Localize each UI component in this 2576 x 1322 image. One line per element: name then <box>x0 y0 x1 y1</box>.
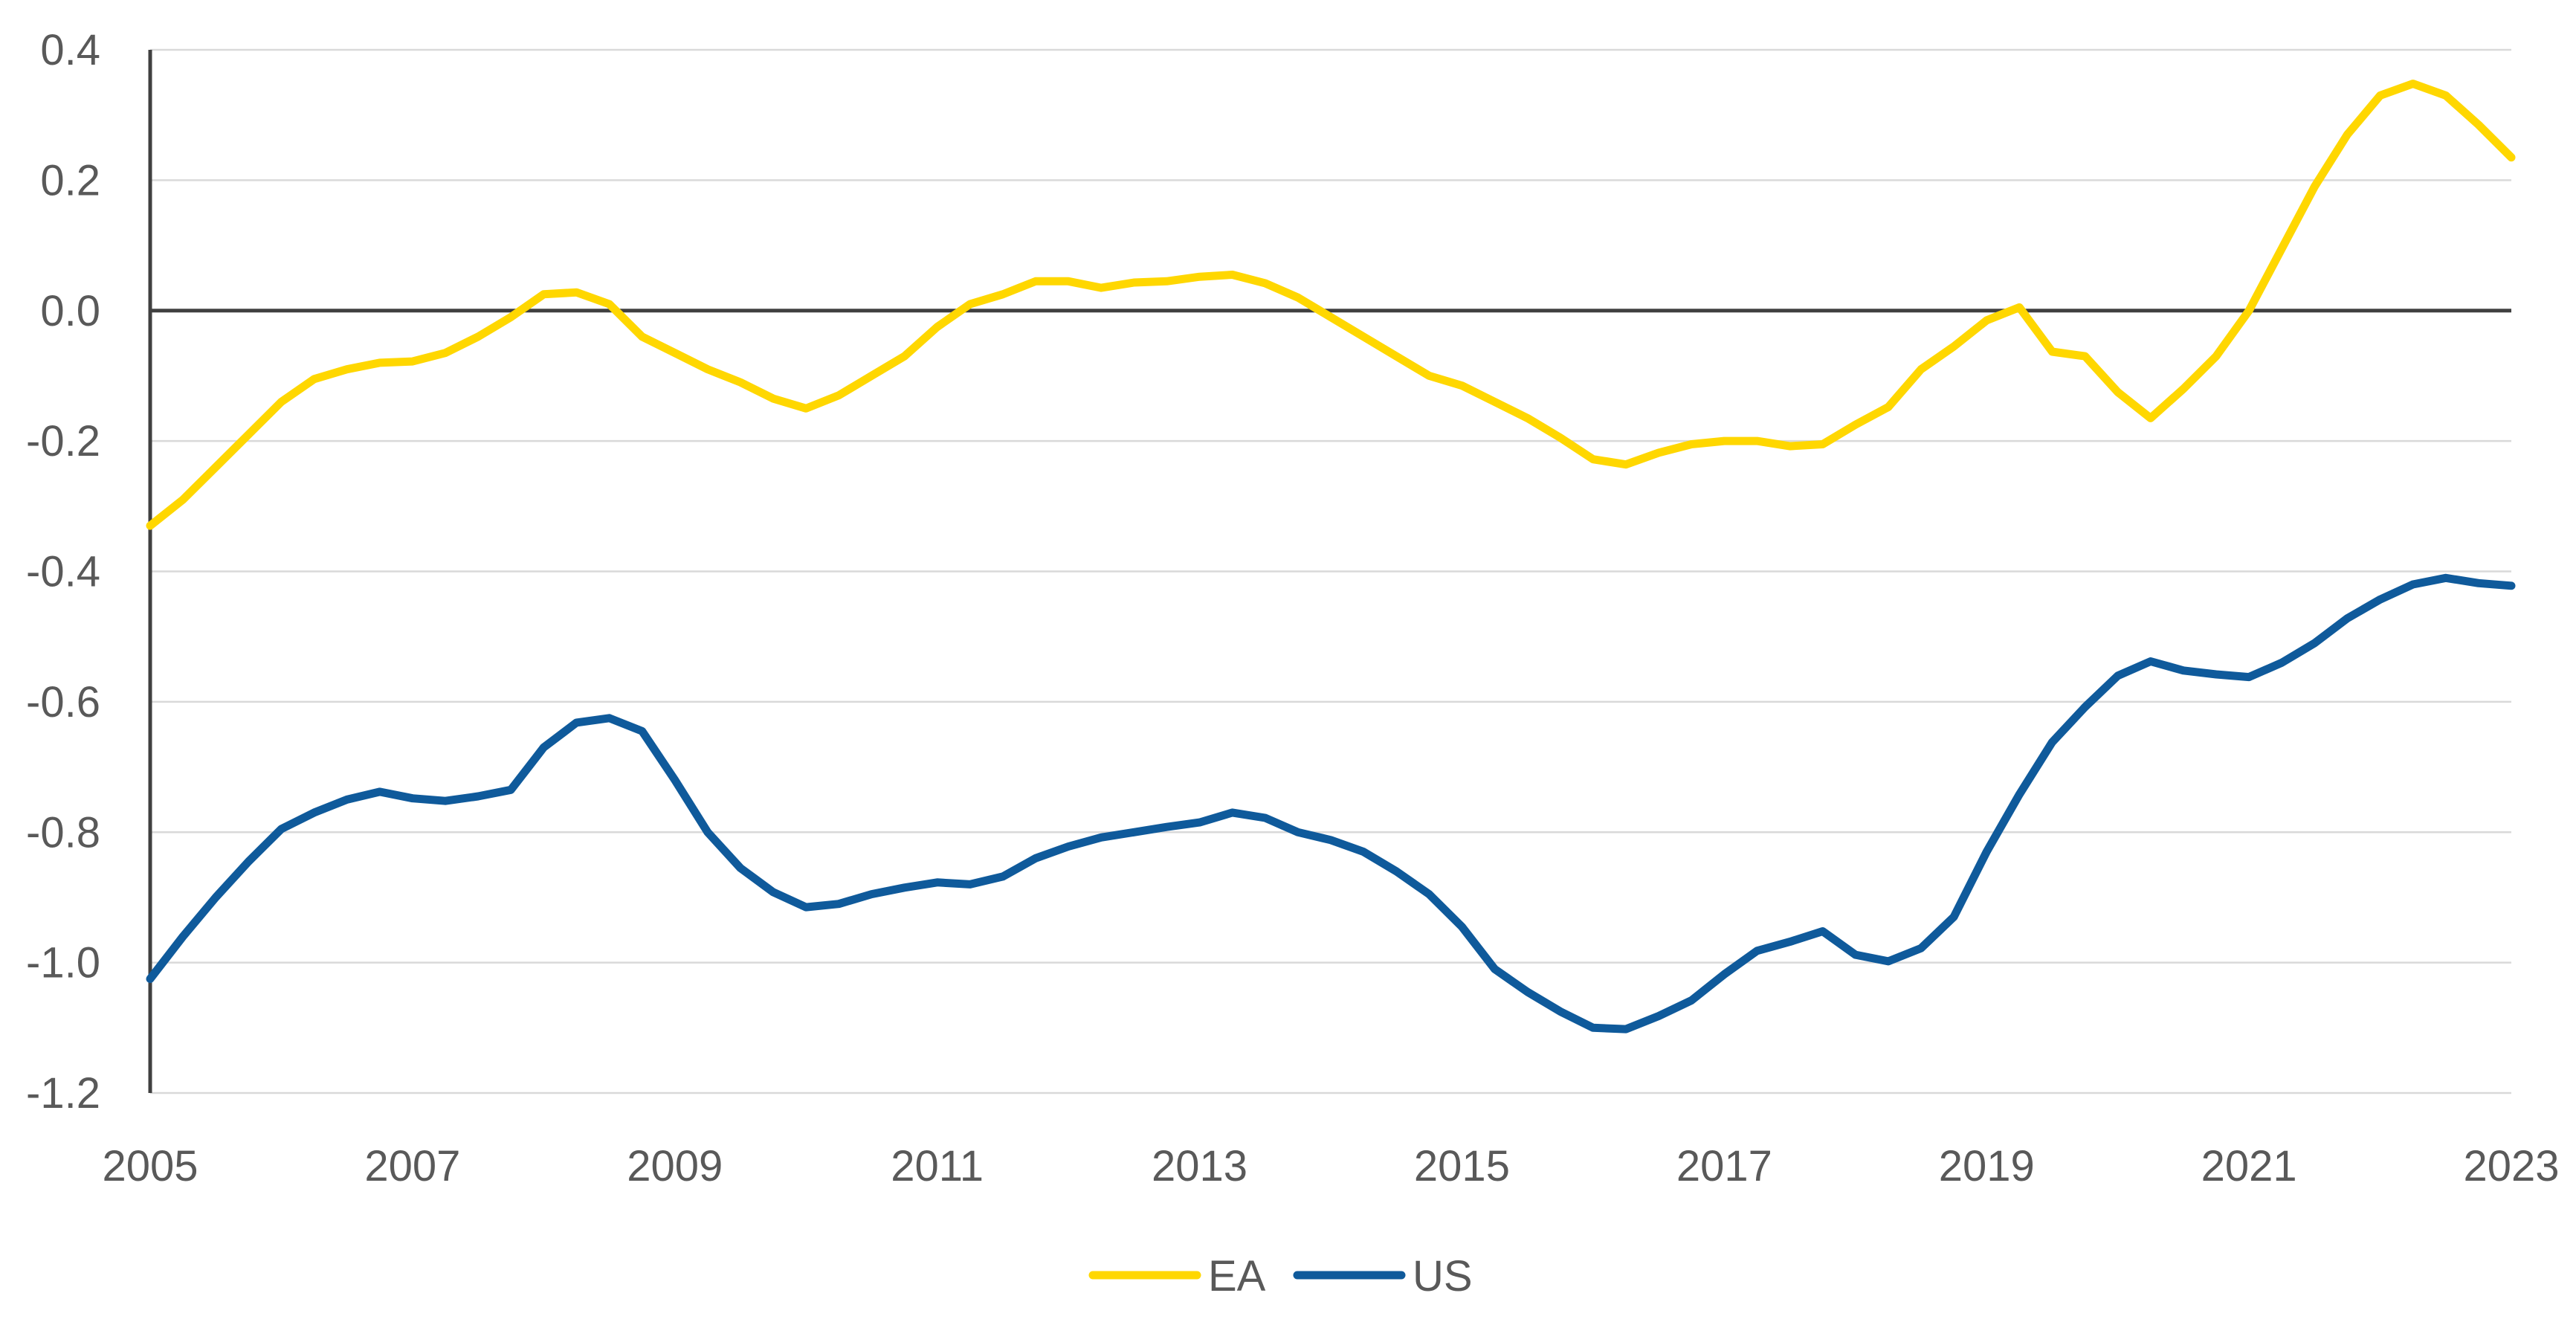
y-tick-label: -1.0 <box>26 939 100 987</box>
x-tick-label: 2007 <box>364 1142 460 1190</box>
y-tick-label: 0.2 <box>40 156 100 204</box>
series-lines <box>146 80 2516 1034</box>
x-tick-label: 2013 <box>1152 1142 1247 1190</box>
y-axis-tick-labels: 0.4 0.2 0.0 -0.2 -0.4 -0.6 -0.8 -1.0 -1.2 <box>26 26 100 1118</box>
x-axis-tick-labels: 2005 2007 2009 2011 2013 2015 2017 2019 2021 2023 <box>102 1142 2559 1190</box>
y-tick-label: -0.8 <box>26 808 100 857</box>
x-tick-label: 2023 <box>2463 1142 2559 1190</box>
legend-label-ea: EA <box>1208 1252 1266 1300</box>
x-tick-label: 2009 <box>627 1142 723 1190</box>
y-tick-label: -1.2 <box>26 1069 100 1118</box>
legend: EA US <box>1088 1252 1473 1300</box>
legend-label-us: US <box>1413 1252 1473 1300</box>
series-line-ea <box>146 80 2516 530</box>
x-tick-label: 2005 <box>102 1142 198 1190</box>
x-tick-label: 2021 <box>2201 1142 2297 1190</box>
y-tick-label: 0.4 <box>40 26 100 74</box>
x-tick-label: 2015 <box>1414 1142 1510 1190</box>
y-tick-label: 0.0 <box>40 287 100 335</box>
x-tick-label: 2011 <box>891 1142 984 1190</box>
y-tick-label: -0.6 <box>26 678 100 726</box>
x-tick-label: 2017 <box>1676 1142 1772 1190</box>
gridlines <box>150 48 2511 1094</box>
series-line-us <box>146 573 2516 1034</box>
x-tick-label: 2019 <box>1939 1142 2035 1190</box>
y-tick-label: -0.2 <box>26 417 100 465</box>
y-tick-label: -0.4 <box>26 548 100 596</box>
